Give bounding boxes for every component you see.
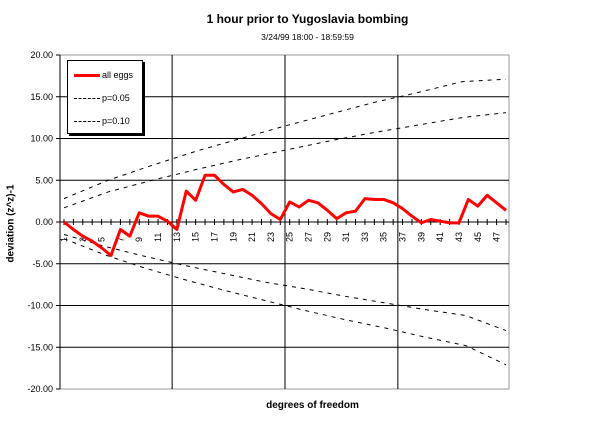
svg-text:-5.00: -5.00 [32, 259, 53, 269]
svg-text:15.00: 15.00 [30, 92, 53, 102]
svg-text:9: 9 [134, 237, 144, 242]
legend-item-all-eggs: all eggs [74, 69, 133, 81]
dashed-line-icon [74, 97, 100, 99]
svg-text:27: 27 [304, 232, 314, 242]
legend-item-p005: p=0.05 [74, 92, 130, 104]
svg-text:5: 5 [97, 237, 107, 242]
svg-text:25: 25 [285, 232, 295, 242]
svg-text:13: 13 [172, 232, 182, 242]
svg-text:31: 31 [341, 232, 351, 242]
svg-text:45: 45 [473, 232, 483, 242]
svg-text:15: 15 [191, 232, 201, 242]
svg-text:1: 1 [59, 237, 69, 242]
svg-text:19: 19 [228, 232, 238, 242]
svg-text:20.00: 20.00 [30, 50, 53, 60]
legend-item-p010: p=0.10 [74, 115, 130, 127]
svg-text:39: 39 [416, 232, 426, 242]
solid-line-icon [74, 73, 100, 77]
svg-text:-10.00: -10.00 [27, 301, 53, 311]
svg-text:37: 37 [398, 232, 408, 242]
svg-text:21: 21 [247, 232, 257, 242]
svg-text:41: 41 [435, 232, 445, 242]
x-axis-label: degrees of freedom [266, 400, 359, 411]
legend: all eggs p=0.05 p=0.10 [67, 60, 143, 134]
svg-text:7: 7 [115, 237, 125, 242]
svg-text:35: 35 [379, 232, 389, 242]
svg-text:0.00: 0.00 [35, 217, 53, 227]
svg-text:10.00: 10.00 [30, 134, 53, 144]
svg-text:5.00: 5.00 [35, 175, 53, 185]
svg-text:43: 43 [454, 232, 464, 242]
svg-text:-20.00: -20.00 [27, 384, 53, 394]
chart-subtitle: 3/24/99 18:00 - 18:59:59 [261, 32, 354, 42]
svg-text:29: 29 [322, 232, 332, 242]
chart-title: 1 hour prior to Yugoslavia bombing [206, 12, 409, 26]
svg-text:11: 11 [153, 233, 163, 242]
svg-text:47: 47 [492, 232, 502, 242]
svg-text:17: 17 [209, 232, 219, 242]
svg-text:33: 33 [360, 232, 370, 242]
svg-text:-15.00: -15.00 [27, 342, 53, 352]
dashed-line-icon [74, 120, 100, 122]
svg-text:23: 23 [266, 232, 276, 242]
